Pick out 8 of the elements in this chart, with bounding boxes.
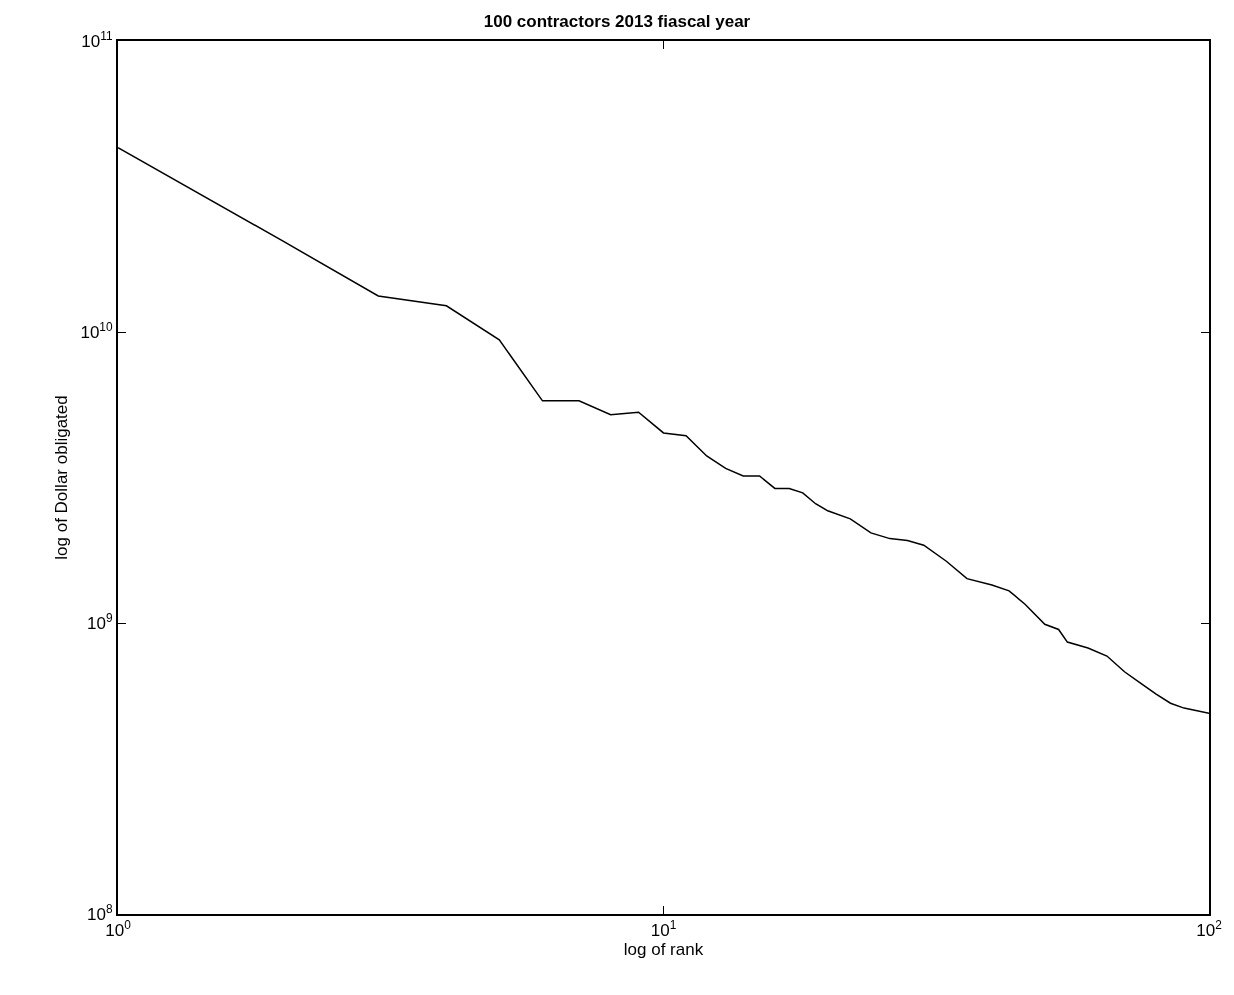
x-axis-title: log of rank xyxy=(623,940,704,960)
y-tick-label: 10$^{9}$ xyxy=(87,610,113,633)
chart-title: 100 contractors 2013 fiascal year xyxy=(483,11,751,31)
y-tick-label: 10$^{10}$ xyxy=(80,319,113,342)
y-tick-label: 10$^{11}$ xyxy=(81,28,113,51)
x-tick-label: 10$^{1}$ xyxy=(650,918,677,941)
x-tick-label: 10$^{2}$ xyxy=(1196,918,1223,941)
y-axis-title: log of Dollar obligated xyxy=(52,395,72,560)
